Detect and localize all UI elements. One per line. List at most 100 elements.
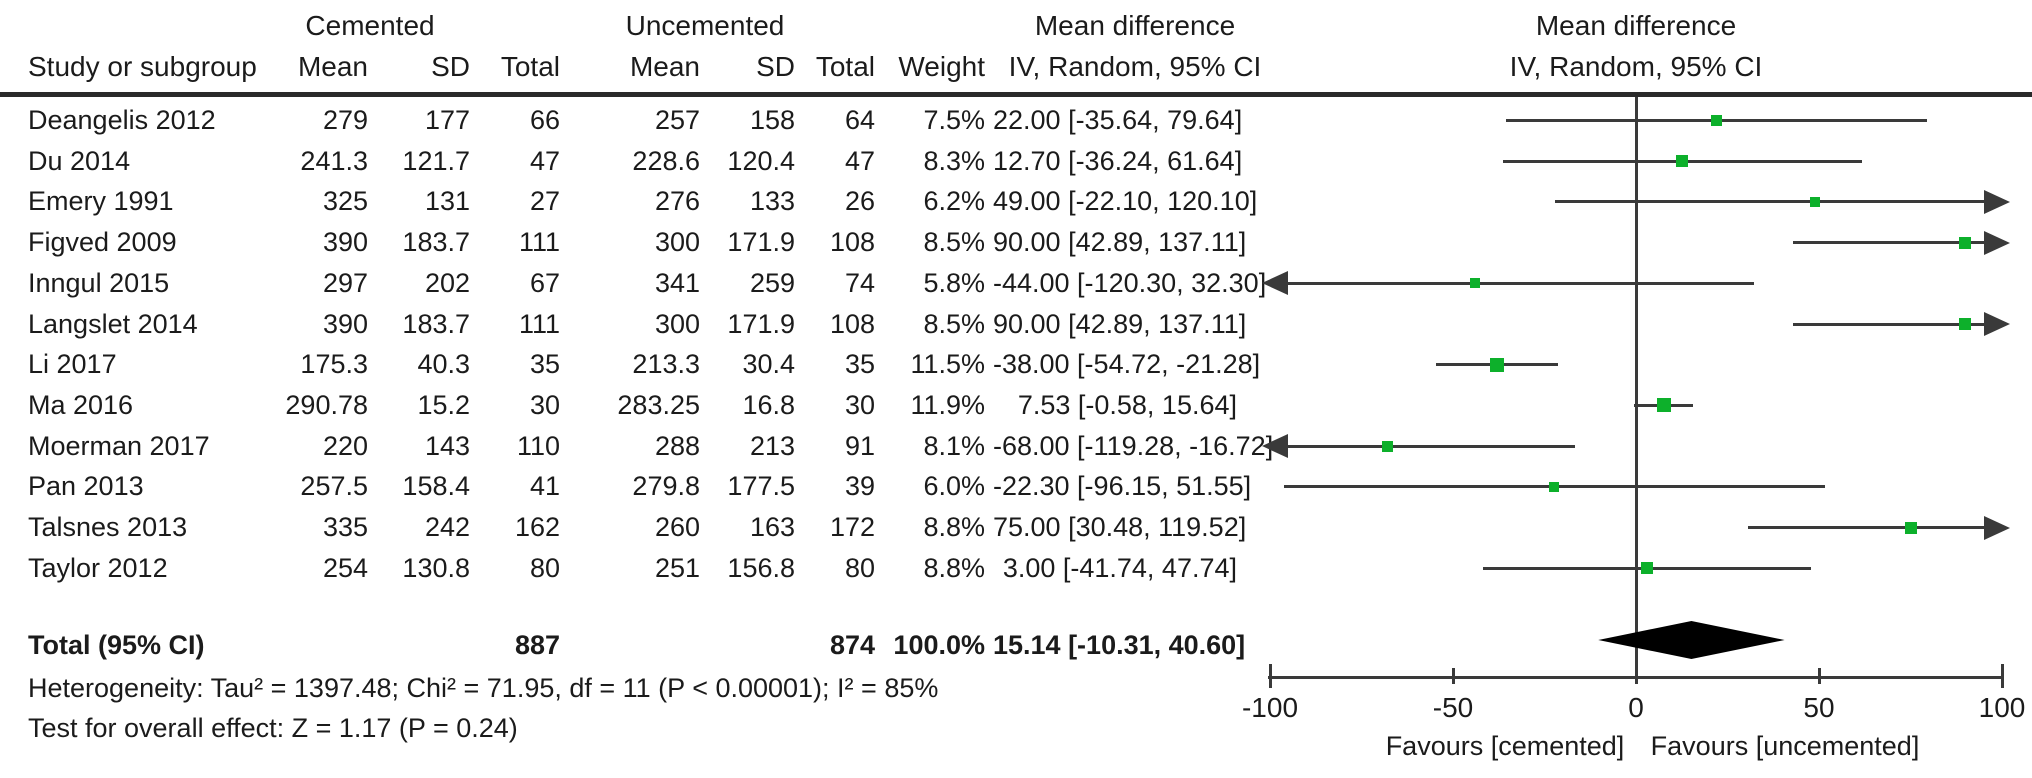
- cemented-mean: 390: [322, 227, 368, 258]
- cemented-total: 162: [514, 512, 560, 542]
- total-cemented-n: 887: [514, 630, 560, 660]
- uncemented-sd: 259: [749, 267, 795, 298]
- x-axis-tick: [1268, 664, 1272, 688]
- effect-estimate-marker: [1904, 521, 1917, 534]
- cemented-mean: 297: [322, 267, 368, 298]
- column-header-weight: Weight: [898, 51, 985, 82]
- md-ci-text: -22.30 [-96.15, 51.55]: [993, 471, 1252, 502]
- study-name: Inngul 2015: [28, 267, 170, 298]
- group-header-cemented: Cemented: [305, 10, 435, 41]
- uncemented-total: 172: [829, 512, 875, 542]
- column-header-uncemented-sd: SD: [756, 51, 795, 82]
- study-name: Emery 1991: [28, 186, 174, 217]
- md-ci-text: 75.00 [30.48, 119.52]: [993, 512, 1247, 542]
- weight-value: 8.3%: [923, 145, 985, 176]
- study-name: Talsnes 2013: [28, 512, 188, 542]
- confidence-interval-line: [1747, 526, 1986, 529]
- effect-estimate-marker: [1959, 318, 1972, 330]
- effect-estimate-marker: [1489, 357, 1504, 372]
- column-header-cemented-mean: Mean: [297, 51, 368, 82]
- uncemented-sd: 163: [749, 512, 795, 542]
- cemented-total: 67: [529, 267, 560, 298]
- effect-estimate-marker: [1469, 278, 1480, 289]
- uncemented-sd: 213: [749, 430, 795, 461]
- column-header-cemented-sd: SD: [431, 51, 470, 82]
- cemented-mean: 325: [322, 186, 368, 217]
- effect-estimate-marker: [1959, 236, 1972, 249]
- total-label: Total (95% CI): [28, 630, 205, 660]
- ci-arrow-right-icon: [1984, 515, 2010, 540]
- uncemented-total: 108: [829, 308, 875, 339]
- uncemented-total: 74: [844, 267, 875, 298]
- uncemented-mean: 300: [654, 308, 700, 339]
- effect-estimate-marker: [1711, 115, 1723, 126]
- group-header-uncemented: Uncemented: [625, 10, 785, 41]
- weight-value: 5.8%: [923, 267, 985, 298]
- table-row: Du 2014 241.3 121.7 47 228.6 120.4 47 8.3% 12.70…: [0, 141, 1250, 182]
- cemented-sd: 183.7: [402, 227, 470, 258]
- uncemented-sd: 156.8: [727, 552, 795, 583]
- column-header-ci: IV, Random, 95% CI: [1008, 51, 1262, 82]
- md-ci-text: 12.70 [-36.24, 61.64]: [993, 145, 1243, 176]
- cemented-sd: 242: [424, 512, 470, 542]
- cemented-sd: 130.8: [402, 552, 470, 583]
- weight-value: 6.2%: [923, 186, 985, 217]
- cemented-sd: 15.2: [417, 389, 470, 420]
- weight-value: 11.9%: [910, 389, 985, 420]
- md-ci-text: -44.00 [-120.30, 32.30]: [993, 267, 1267, 298]
- x-axis-tick-label: -50: [1432, 692, 1474, 723]
- study-name: Moerman 2017: [28, 430, 210, 461]
- plot-header-ci: IV, Random, 95% CI: [1509, 51, 1763, 82]
- weight-value: 6.0%: [923, 471, 985, 502]
- ci-arrow-right-icon: [1984, 312, 2010, 336]
- uncemented-sd: 30.4: [742, 349, 795, 380]
- uncemented-mean: 288: [654, 430, 700, 461]
- total-effect-diamond: [1598, 621, 1785, 659]
- uncemented-total: 30: [844, 389, 875, 420]
- md-ci-text: 90.00 [42.89, 137.11]: [993, 308, 1247, 339]
- favours-right-label: Favours [uncemented]: [1650, 731, 1920, 761]
- x-axis-tick: [1634, 668, 1638, 684]
- table-row: Taylor 2012 254 130.8 80 251 156.8 80 8.8% 3.00 …: [0, 548, 1250, 589]
- table-row: Li 2017 175.3 40.3 35 213.3 30.4 35 11.5% -38.00…: [0, 344, 1260, 385]
- uncemented-sd: 171.9: [727, 227, 795, 258]
- total-row: Total (95% CI) 887 874 100.0% 15.14 [-10…: [0, 625, 1250, 666]
- zero-effect-line: [1634, 97, 1638, 677]
- uncemented-mean: 276: [654, 186, 700, 217]
- confidence-interval-line: [1792, 241, 1986, 245]
- cemented-sd: 40.3: [417, 349, 470, 380]
- uncemented-sd: 133: [749, 186, 795, 217]
- overall-effect-test: Test for overall effect: Z = 1.17 (P = 0…: [28, 713, 518, 743]
- table-row: Figved 2009 390 183.7 111 300 171.9 108 8.5% 90.…: [0, 222, 1250, 263]
- table-row: Talsnes 2013 335 242 162 260 163 172 8.8% 75.00 …: [0, 507, 1250, 548]
- study-name: Du 2014: [28, 145, 131, 176]
- cemented-sd: 131: [424, 186, 470, 217]
- cemented-mean: 335: [322, 512, 368, 542]
- x-axis-tick: [1817, 668, 1821, 684]
- cemented-total: 111: [518, 308, 560, 339]
- study-name: Li 2017: [28, 349, 117, 380]
- weight-value: 8.8%: [923, 512, 985, 542]
- ci-arrow-right-icon: [1984, 230, 2010, 255]
- uncemented-sd: 177.5: [727, 471, 795, 502]
- cemented-mean: 390: [322, 308, 368, 339]
- table-row: Moerman 2017 220 143 110 288 213 91 8.1% -68.00 …: [0, 426, 1273, 467]
- column-header-uncemented-total: Total: [815, 51, 875, 82]
- study-name: Langslet 2014: [28, 308, 198, 339]
- total-weight: 100.0%: [893, 630, 985, 660]
- table-row: Ma 2016 290.78 15.2 30 283.25 16.8 30 11.9% 7.53…: [0, 385, 1250, 426]
- cemented-sd: 121.7: [402, 145, 470, 176]
- uncemented-mean: 228.6: [632, 145, 700, 176]
- uncemented-mean: 283.25: [617, 389, 700, 420]
- uncemented-total: 64: [844, 105, 875, 135]
- uncemented-mean: 341: [654, 267, 700, 298]
- effect-estimate-marker: [1656, 398, 1671, 413]
- md-ci-text: 49.00 [-22.10, 120.10]: [993, 186, 1258, 217]
- cemented-sd: 143: [424, 430, 470, 461]
- ci-arrow-left-icon: [1262, 271, 1288, 296]
- plot-header-mean-difference: Mean difference: [1535, 10, 1737, 41]
- uncemented-mean: 279.8: [632, 471, 700, 502]
- uncemented-sd: 120.4: [727, 145, 795, 176]
- cemented-total: 47: [529, 145, 560, 176]
- cemented-mean: 175.3: [300, 349, 368, 380]
